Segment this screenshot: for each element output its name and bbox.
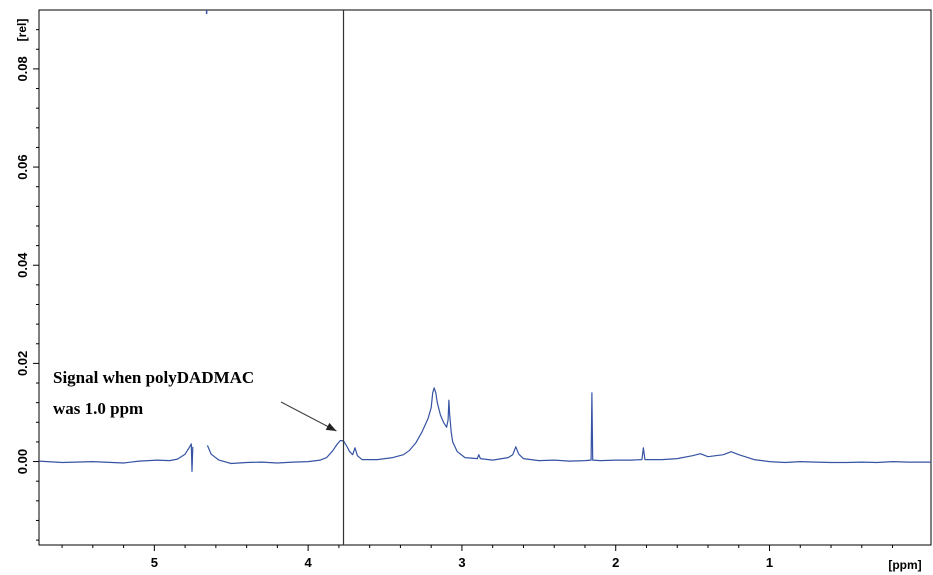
marker-layer [205,10,345,545]
y-tick-label-2: 0.04 [15,252,30,278]
plot-frame [38,9,932,546]
x-tick-label-0: 5 [151,555,158,570]
annotation-layer: Signal when polyDADMAC was 1.0 ppm [53,368,337,432]
annotation-arrow-head [325,422,337,432]
x-tick-label-1: 4 [305,555,313,570]
spectrum-line-segment-0 [38,443,194,472]
x-axis-unit-label: [ppm] [888,558,921,572]
plot-area [38,9,932,546]
annotation-line-2: was 1.0 ppm [53,399,143,418]
x-tick-label-4: 1 [766,555,773,570]
y-tick-label-4: 0.08 [15,56,30,81]
y-tick-label-3: 0.06 [15,154,30,179]
x-axis: 5 4 3 2 1 [61,545,894,570]
y-tick-label-0: 0.00 [15,449,30,474]
x-tick-label-3: 2 [612,555,619,570]
annotation-arrow-shaft [280,401,337,432]
y-axis: 0.00 0.02 0.04 0.06 0.08 [15,29,39,541]
y-tick-label-1: 0.02 [15,351,30,376]
y-axis-unit-label: [rel] [15,19,29,42]
spectrum-series [38,387,931,472]
spectrum-line-segment-1 [206,387,931,465]
annotation-line-1: Signal when polyDADMAC [53,368,254,387]
x-tick-label-2: 3 [458,555,465,570]
